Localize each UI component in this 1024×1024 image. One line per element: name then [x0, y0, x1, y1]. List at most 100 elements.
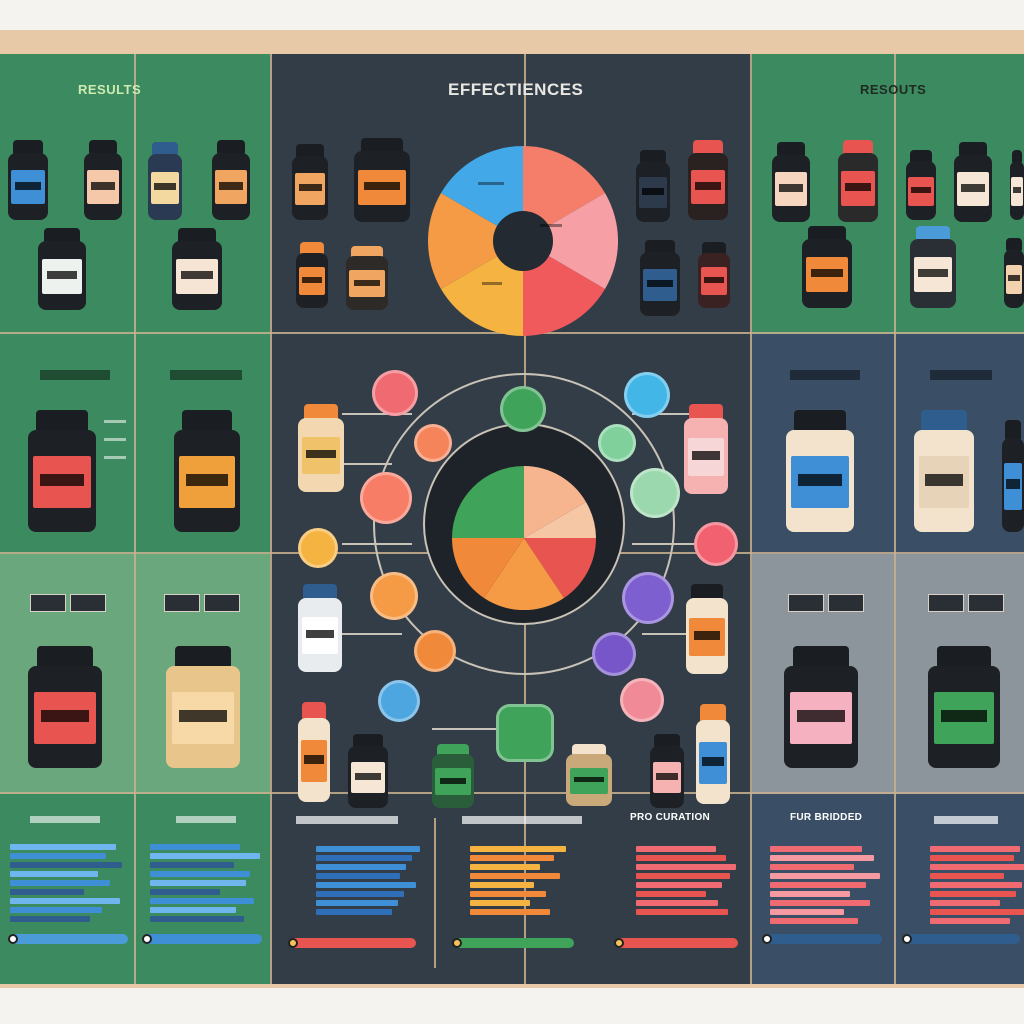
supplement-jar-icon	[298, 584, 342, 672]
chart-bar	[636, 864, 736, 870]
supplement-jar-icon	[1004, 238, 1024, 308]
label-chip	[928, 594, 964, 612]
chart-bar	[10, 853, 106, 859]
chart-bar	[150, 889, 220, 895]
chart-bar	[930, 873, 1004, 879]
supplement-jar-icon	[686, 584, 728, 674]
label-chip	[968, 594, 1004, 612]
chart-bar	[470, 900, 530, 906]
chart-bar	[470, 891, 546, 897]
section-tag	[790, 370, 860, 380]
chart-bar	[10, 880, 110, 886]
bubble-node-icon	[630, 468, 680, 518]
supplement-jar-icon	[650, 734, 684, 808]
chart-bar	[770, 864, 854, 870]
chart-bar	[636, 846, 716, 852]
supplement-jar-icon	[292, 144, 328, 220]
chart-bar	[10, 862, 122, 868]
supplement-jar-icon	[636, 150, 670, 222]
grid-line	[0, 792, 1024, 794]
chart-bar	[770, 891, 850, 897]
chart-bar	[930, 900, 1000, 906]
supplement-jar-icon	[786, 410, 854, 532]
section-tag	[170, 370, 242, 380]
chart-bar	[636, 891, 706, 897]
bubble-node-icon	[378, 680, 420, 722]
supplement-jar-icon	[954, 142, 992, 222]
bubble-node-icon	[372, 370, 418, 416]
pie-chart-icon	[452, 466, 596, 610]
slider-icon	[290, 938, 416, 948]
chart-bar	[930, 855, 1014, 861]
label-chip	[30, 594, 66, 612]
supplement-jar-icon	[298, 404, 344, 492]
slider-icon	[144, 934, 262, 944]
chart-bar	[770, 909, 844, 915]
chart-bar	[470, 909, 550, 915]
bubble-node-icon	[622, 572, 674, 624]
supplement-jar-icon	[566, 744, 612, 806]
grid-line	[134, 54, 136, 984]
chart-bar	[316, 873, 400, 879]
label-chip	[828, 594, 864, 612]
supplement-jar-icon	[698, 242, 730, 308]
supplement-jar-icon	[298, 702, 330, 802]
bubble-node-icon	[496, 704, 554, 762]
supplement-jar-icon	[1002, 420, 1024, 532]
supplement-jar-icon	[432, 744, 474, 808]
supplement-jar-icon	[148, 142, 182, 220]
bubble-node-icon	[370, 572, 418, 620]
chart-bar	[10, 871, 98, 877]
label-chip	[70, 594, 106, 612]
supplement-jar-icon	[348, 734, 388, 808]
chart-bar	[150, 862, 234, 868]
bubble-node-icon	[414, 630, 456, 672]
bubble-node-icon	[624, 372, 670, 418]
label-chip	[204, 594, 240, 612]
infographic-poster: RESULTS EFFECTIENCES RESOUTS	[0, 54, 1024, 984]
chart-bar	[150, 844, 240, 850]
chart-bar	[930, 909, 1024, 915]
supplement-jar-icon	[838, 140, 878, 222]
header-effectiences: EFFECTIENCES	[448, 80, 584, 99]
section-tag	[40, 370, 110, 380]
chart-bar	[470, 846, 566, 852]
bubble-node-icon	[298, 528, 338, 568]
bubble-node-icon	[414, 424, 452, 462]
chart-bar	[636, 909, 728, 915]
supplement-jar-icon	[28, 410, 96, 532]
chart-bar	[470, 873, 560, 879]
chart-bar	[316, 891, 404, 897]
supplement-jar-icon	[1010, 150, 1024, 220]
bubble-node-icon	[694, 522, 738, 566]
supplement-jar-icon	[696, 704, 730, 804]
chart-bar	[10, 916, 90, 922]
section-title: PRO CURATION	[630, 812, 711, 823]
supplement-jar-icon	[166, 646, 240, 768]
supplement-jar-icon	[354, 138, 410, 222]
supplement-jar-icon	[84, 140, 122, 220]
chart-bar	[316, 909, 392, 915]
section-title: FUR BRIDDED	[790, 812, 863, 823]
chart-bar	[770, 855, 874, 861]
chart-bar	[770, 846, 862, 852]
chart-bar	[150, 898, 254, 904]
slider-icon	[454, 938, 574, 948]
chart-bar	[770, 882, 866, 888]
supplement-jar-icon	[346, 246, 388, 310]
supplement-jar-icon	[174, 410, 240, 532]
supplement-jar-icon	[296, 242, 328, 308]
chart-bar	[10, 898, 120, 904]
grid-line	[894, 54, 896, 984]
supplement-jar-icon	[212, 140, 250, 220]
supplement-jar-icon	[784, 646, 858, 768]
chart-bar	[316, 855, 412, 861]
chart-bar	[930, 918, 1010, 924]
chart-bar	[770, 900, 870, 906]
slider-icon	[10, 934, 128, 944]
chart-bar	[770, 873, 880, 879]
chart-bar	[10, 889, 84, 895]
label-chip	[164, 594, 200, 612]
supplement-jar-icon	[910, 226, 956, 308]
supplement-jar-icon	[772, 142, 810, 222]
